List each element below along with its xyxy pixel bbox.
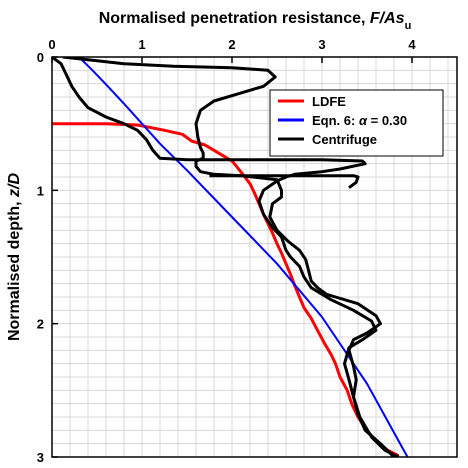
x-tick-label: 0: [48, 37, 55, 52]
x-axis-title: Normalised penetration resistance, F/Asu: [99, 10, 412, 32]
series-line-3: [52, 57, 400, 457]
legend-label: Eqn. 6: α = 0.30: [312, 113, 407, 128]
x-tick-label: 2: [228, 37, 235, 52]
legend-label: LDFE: [312, 94, 346, 109]
y-tick-labels: 0 1 2 3: [37, 50, 58, 465]
x-tick-label: 4: [408, 37, 416, 52]
legend: LDFE Eqn. 6: α = 0.30 Centrifuge: [269, 89, 444, 157]
y-tick-label: 2: [37, 317, 44, 332]
y-tick-label: 0: [37, 50, 44, 65]
y-axis-title: Normalised depth, z/D: [6, 173, 23, 341]
series-line-2: [62, 57, 396, 457]
y-tick-label: 3: [37, 450, 44, 465]
series-line-4: [209, 174, 360, 189]
series-group: [52, 57, 409, 457]
series-line-0: [52, 122, 400, 457]
plot-frame: [51, 56, 458, 458]
grid: [52, 57, 457, 457]
legend-label: Centrifuge: [312, 132, 377, 147]
x-tick-label: 1: [138, 37, 145, 52]
x-tick-labels: 0 1 2 3 4: [48, 37, 416, 63]
x-tick-label: 3: [318, 37, 325, 52]
series-line-1: [78, 57, 409, 457]
y-tick-label: 1: [37, 183, 44, 198]
